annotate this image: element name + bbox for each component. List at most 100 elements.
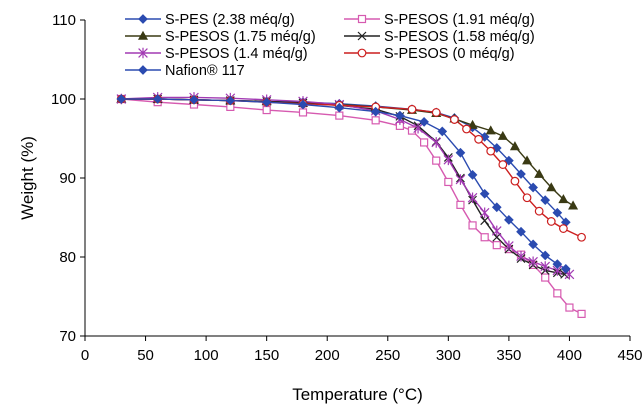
x-tick-label: 100	[194, 347, 219, 364]
x-tick-label: 350	[496, 347, 521, 364]
data-point	[335, 111, 344, 120]
data-point	[479, 188, 490, 199]
legend-swatch-marker	[357, 31, 367, 41]
data-point	[407, 126, 417, 135]
data-point	[558, 194, 569, 204]
legend-item: S-PESOS (1.75 méq/g)	[125, 29, 316, 45]
y-tick-label: 70	[59, 328, 76, 345]
data-point	[552, 207, 563, 218]
data-point	[298, 108, 308, 117]
data-point	[558, 224, 568, 233]
y-tick-label: 90	[59, 170, 76, 187]
data-point	[540, 250, 551, 261]
data-point	[474, 134, 484, 144]
legend-label: S-PESOS (1.75 méq/g)	[165, 29, 316, 45]
data-point	[431, 137, 442, 148]
data-point	[443, 154, 454, 166]
data-point	[371, 116, 380, 125]
legend-item: Nafion® 117	[125, 63, 245, 79]
y-axis-title: Weight (%)	[18, 136, 37, 220]
data-point	[522, 155, 533, 165]
x-tick-label: 450	[617, 347, 642, 364]
data-point	[486, 146, 496, 156]
data-point	[497, 130, 508, 140]
data-point	[444, 177, 453, 187]
legend: S-PES (2.38 méq/g) S-PESOS (1.91 méq/g)S-…	[125, 12, 535, 79]
data-point	[528, 182, 538, 193]
data-point	[516, 250, 526, 262]
legend-label: Nafion® 117	[165, 63, 245, 79]
data-point	[116, 94, 127, 104]
data-point	[516, 226, 526, 237]
data-point	[455, 147, 466, 158]
data-point	[504, 215, 514, 225]
data-point	[546, 182, 557, 192]
series-line-2	[121, 98, 574, 207]
legend-item: S-PESOS (1.58 méq/g)	[344, 29, 535, 45]
data-point	[395, 110, 405, 121]
data-point	[225, 95, 236, 106]
legend-label: S-PESOS (0 méq/g)	[384, 46, 515, 62]
data-point	[492, 241, 501, 250]
data-point	[541, 273, 550, 282]
x-tick-label: 200	[315, 347, 340, 364]
data-point	[456, 200, 465, 209]
data-point	[528, 239, 538, 250]
data-point	[432, 156, 441, 165]
legend-swatch-marker	[138, 14, 148, 24]
x-tick-label: 400	[557, 347, 582, 364]
data-point	[577, 309, 586, 318]
data-point	[577, 232, 586, 242]
data-point	[491, 202, 502, 213]
data-point	[540, 261, 551, 272]
data-point	[437, 126, 448, 137]
data-point	[467, 169, 478, 180]
legend-item: S-PESOS (1.91 méq/g)	[344, 12, 535, 28]
legend-swatch-marker	[137, 30, 149, 40]
data-point	[510, 176, 520, 186]
data-point	[528, 256, 538, 268]
data-point	[552, 259, 563, 269]
series-line-1	[121, 98, 582, 315]
data-point	[334, 102, 345, 113]
data-point	[516, 169, 526, 179]
legend-swatch-marker	[138, 47, 148, 59]
data-point	[480, 216, 490, 226]
data-point	[462, 124, 471, 134]
x-tick-label: 50	[137, 347, 154, 364]
data-point	[534, 168, 545, 178]
x-tick-label: 250	[375, 347, 400, 364]
data-point	[261, 97, 272, 108]
data-point	[492, 232, 502, 242]
data-point	[262, 105, 271, 115]
data-point	[298, 99, 308, 110]
data-point	[546, 217, 556, 226]
y-tick-label: 100	[51, 91, 76, 108]
y-tick-label: 110	[52, 12, 76, 29]
data-point	[560, 264, 571, 274]
data-point	[504, 240, 514, 252]
legend-item: S-PESOS (1.4 méq/g)	[125, 46, 308, 62]
data-point	[491, 225, 502, 237]
data-point	[568, 200, 579, 210]
data-point	[152, 94, 163, 104]
x-tick-label: 300	[436, 347, 461, 364]
data-point	[498, 160, 508, 169]
legend-item: S-PESOS (0 méq/g)	[344, 46, 515, 62]
data-point	[509, 141, 520, 151]
data-point	[468, 221, 477, 230]
data-point	[431, 108, 441, 117]
series-line-5	[121, 98, 582, 238]
data-point	[467, 119, 478, 129]
data-point	[479, 207, 490, 219]
data-point	[534, 206, 544, 216]
legend-label: S-PESOS (1.58 méq/g)	[384, 29, 535, 45]
legend-item: S-PES (2.38 méq/g)	[125, 12, 295, 28]
data-point	[504, 155, 514, 166]
y-tick-label: 80	[59, 249, 76, 266]
data-point	[480, 233, 489, 242]
data-point	[467, 192, 478, 204]
data-point	[540, 195, 551, 205]
